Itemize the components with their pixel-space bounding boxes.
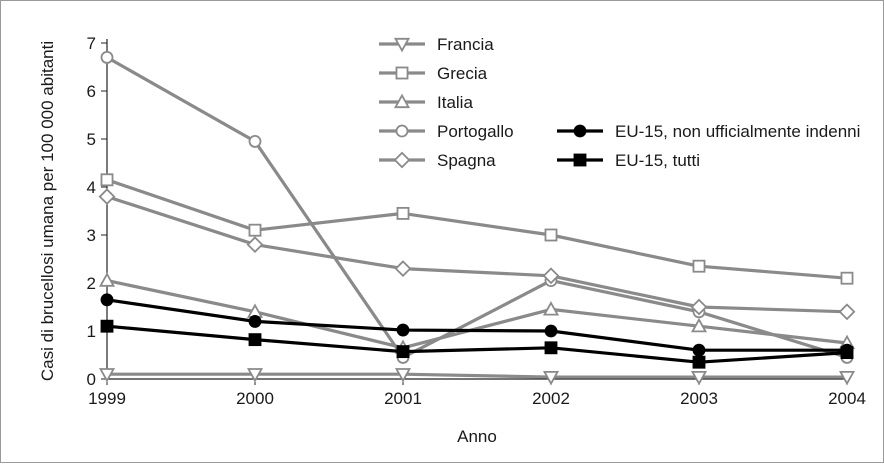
legend-marker <box>395 66 409 80</box>
x-tick-label: 2001 <box>384 389 422 408</box>
data-point <box>544 324 558 338</box>
y-tick-label: 2 <box>87 274 96 293</box>
data-point <box>98 272 116 287</box>
legend-entry: EU-15, non ufficialmente indenni <box>557 122 860 141</box>
series-6 <box>100 319 854 369</box>
data-point <box>840 346 854 360</box>
y-axis-title: Casi di brucellosi umana per 100 000 abi… <box>38 41 57 381</box>
data-point <box>248 333 262 347</box>
y-tick-label: 7 <box>87 34 96 53</box>
x-tick-label: 1999 <box>88 389 126 408</box>
data-point <box>100 293 114 307</box>
legend-entry: EU-15, tutti <box>557 151 700 170</box>
data-point <box>396 323 410 337</box>
data-point <box>100 173 114 187</box>
series-1 <box>100 173 854 285</box>
axes: 0 1 2 3 4 5 6 7 1999 2000 2001 2002 2003 2004 <box>87 34 866 408</box>
data-point <box>544 341 558 355</box>
data-point <box>692 259 706 273</box>
legend-label: EU-15, non ufficialmente indenni <box>615 122 860 141</box>
legend-entry: Francia <box>379 35 494 54</box>
legend-label: Francia <box>437 35 494 54</box>
data-point <box>690 298 708 316</box>
legend: Francia Grecia Italia Portogallo Spagna EU-15… <box>379 35 860 170</box>
series-line <box>106 279 848 350</box>
data-point <box>100 319 114 333</box>
data-point <box>246 236 264 254</box>
data-point <box>838 303 856 321</box>
series-line <box>106 324 848 364</box>
series-line <box>106 298 847 352</box>
x-axis-title: Anno <box>457 427 497 446</box>
series-line <box>106 178 848 280</box>
data-point <box>542 301 560 316</box>
legend-marker <box>393 93 411 109</box>
data-point <box>840 271 854 285</box>
y-tick-label: 4 <box>87 178 96 197</box>
y-tick-label: 1 <box>87 322 96 341</box>
data-point <box>396 345 410 359</box>
data-point <box>98 368 116 383</box>
data-point <box>100 50 114 64</box>
legend-marker <box>573 153 587 167</box>
data-point <box>98 188 116 206</box>
y-tick-label: 6 <box>87 82 96 101</box>
legend-label: EU-15, tutti <box>615 151 700 170</box>
series-line <box>107 372 847 379</box>
series-5 <box>100 293 854 357</box>
legend-label: Grecia <box>437 64 488 83</box>
legend-entry: Spagna <box>379 151 496 170</box>
x-tick-label: 2000 <box>236 389 274 408</box>
legend-entry: Grecia <box>379 64 488 83</box>
x-tick-label: 2003 <box>680 389 718 408</box>
data-point <box>248 134 262 148</box>
y-tick-label: 0 <box>87 370 96 389</box>
legend-label: Italia <box>437 93 473 112</box>
series-line <box>106 56 848 359</box>
data-point <box>248 314 262 328</box>
legend-entry: Portogallo <box>379 122 514 141</box>
series-4 <box>98 188 856 321</box>
legend-marker <box>393 37 411 53</box>
data-point <box>692 355 706 369</box>
legend-marker <box>393 151 411 169</box>
y-tick-label: 5 <box>87 130 96 149</box>
data-point <box>544 228 558 242</box>
data-point <box>690 370 708 386</box>
data-point <box>838 370 856 386</box>
legend-entry: Italia <box>379 93 473 112</box>
x-tick-label: 2004 <box>828 389 866 408</box>
legend-label: Spagna <box>437 151 496 170</box>
data-point <box>692 343 706 357</box>
legend-marker <box>395 124 409 138</box>
data-point <box>396 206 410 220</box>
legend-label: Portogallo <box>437 122 514 141</box>
data-point <box>394 260 412 278</box>
data-point <box>542 370 560 386</box>
y-tick-label: 3 <box>87 226 96 245</box>
legend-marker <box>573 124 587 138</box>
series-line <box>106 195 848 314</box>
data-point <box>394 368 412 383</box>
data-point <box>542 267 560 285</box>
data-point <box>690 317 708 333</box>
series-0 <box>98 368 856 386</box>
data-point <box>246 368 264 383</box>
data-point <box>248 223 262 237</box>
series-layer <box>98 50 856 386</box>
x-tick-label: 2002 <box>532 389 570 408</box>
series-2 <box>98 272 856 354</box>
